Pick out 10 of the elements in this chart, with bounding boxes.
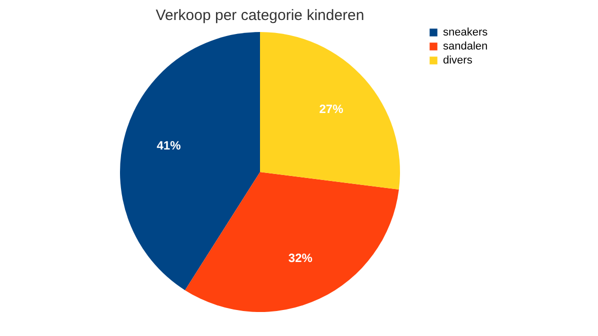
legend-label: sandalen — [443, 40, 488, 52]
data-label: 32% — [288, 250, 313, 265]
legend-label: sneakers — [443, 26, 488, 38]
pie-slice — [260, 32, 400, 190]
data-label: 27% — [319, 102, 344, 116]
pie-slice — [184, 172, 399, 312]
legend-label: divers — [443, 54, 473, 66]
chart-title: Verkoop per categorie kinderen — [156, 7, 364, 24]
pie-slice — [120, 32, 260, 290]
data-label: 41% — [156, 138, 182, 152]
